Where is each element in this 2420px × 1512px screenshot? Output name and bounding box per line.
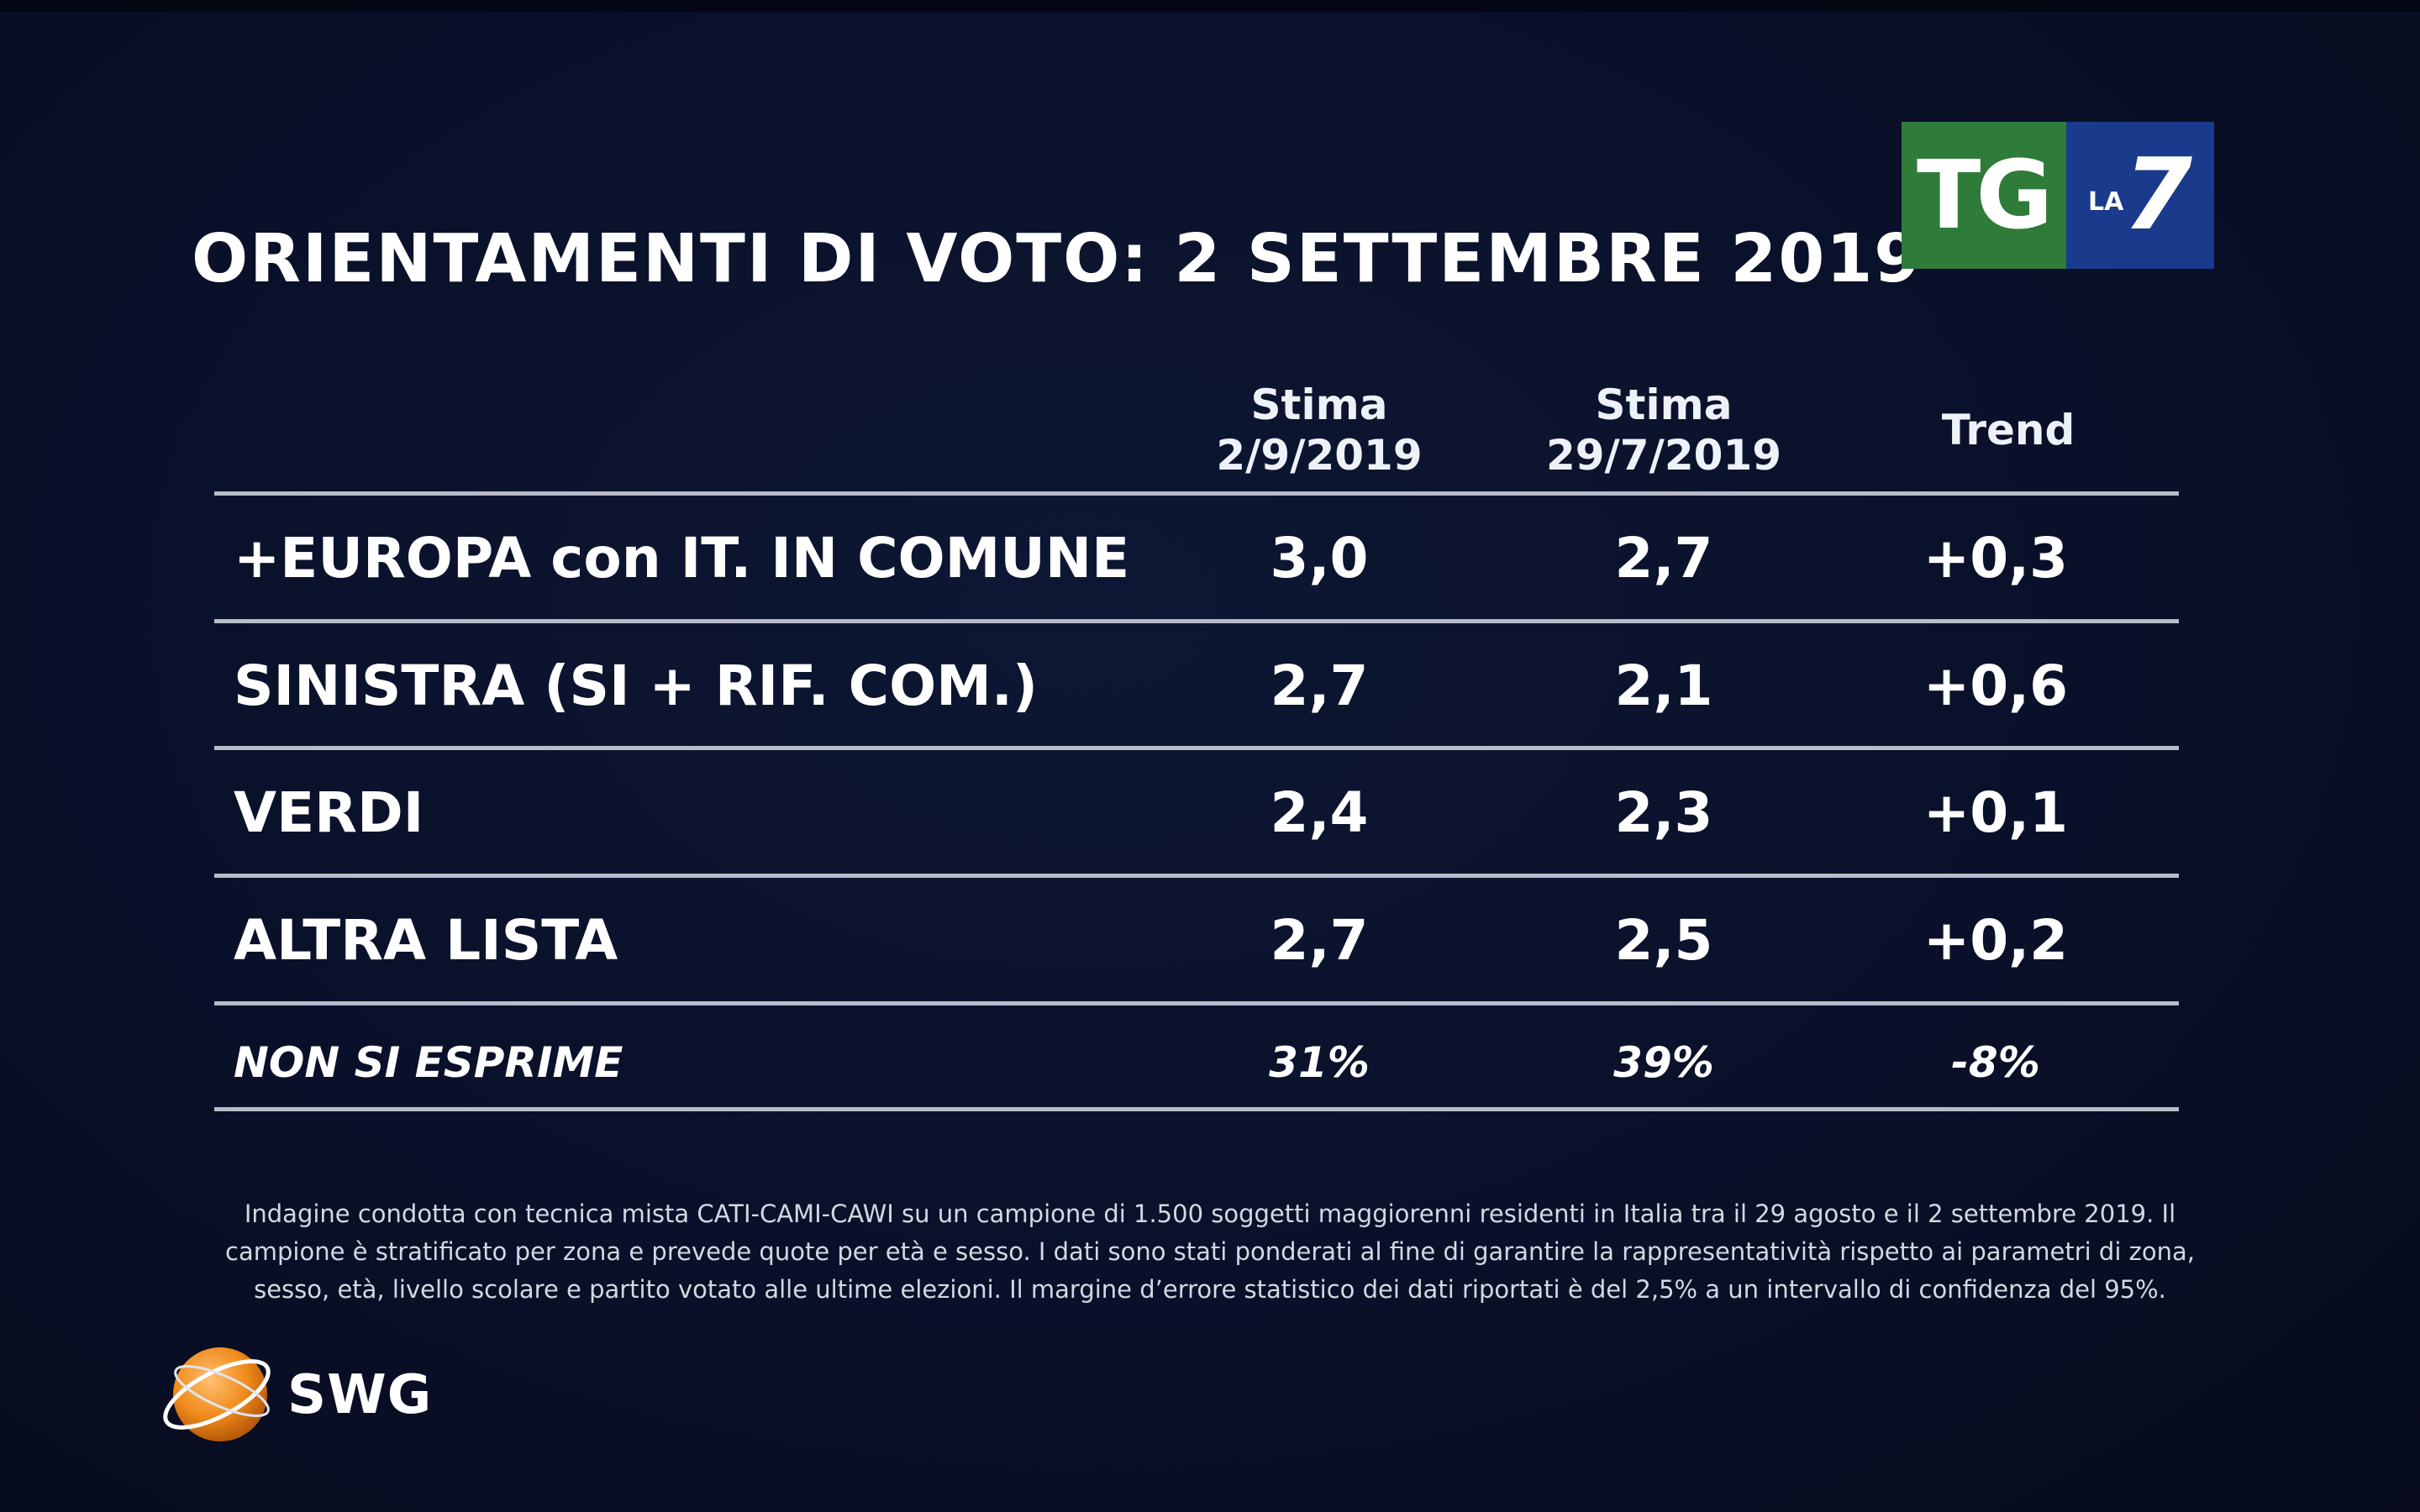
table-divider <box>214 1001 2179 1005</box>
tg-logo-text: TG <box>1917 141 2053 250</box>
table-row: SINISTRA (SI + RIF. COM.) 2,7 2,1 +0,6 <box>0 623 2420 749</box>
table-row: +EUROPA con IT. IN COMUNE 3,0 2,7 +0,3 <box>0 496 2420 622</box>
current-estimate: 2,4 <box>1270 780 1369 845</box>
table-divider <box>214 746 2179 750</box>
header-trend: Trend <box>1882 405 2134 455</box>
current-estimate: 2,7 <box>1270 908 1369 973</box>
tg-la7-logo: TG LA 7 <box>1902 122 2214 269</box>
top-border <box>0 0 2420 12</box>
header-current-line2: 2/9/2019 <box>1216 431 1423 480</box>
previous-estimate: 39% <box>1613 1038 1714 1087</box>
header-previous-line2: 29/7/2019 <box>1545 431 1782 480</box>
table-divider <box>214 619 2179 623</box>
trend-value: +0,3 <box>1923 526 2069 591</box>
table-divider <box>214 491 2179 496</box>
trend-value: +0,6 <box>1923 654 2069 718</box>
party-name: ALTRA LISTA <box>234 908 618 973</box>
table-row: ALTRA LISTA 2,7 2,5 +0,2 <box>0 878 2420 1004</box>
previous-estimate: 2,1 <box>1614 654 1713 718</box>
la-logo-text: LA <box>2088 187 2124 217</box>
header-previous-estimate: Stima 29/7/2019 <box>1538 380 1790 480</box>
globe-icon <box>163 1347 271 1441</box>
party-name: VERDI <box>234 780 424 845</box>
party-name: NON SI ESPRIME <box>234 1038 623 1087</box>
swg-logo-text: SWG <box>287 1364 433 1426</box>
page-title: ORIENTAMENTI DI VOTO: 2 SETTEMBRE 2019 <box>192 220 1923 297</box>
header-previous-line1: Stima <box>1595 381 1733 429</box>
table-row: VERDI 2,4 2,3 +0,1 <box>0 750 2420 876</box>
table-divider <box>214 1107 2179 1111</box>
previous-estimate: 2,7 <box>1614 526 1713 591</box>
current-estimate: 3,0 <box>1270 526 1369 591</box>
trend-value: -8% <box>1951 1038 2040 1087</box>
la7-logo-blue-block <box>2066 122 2214 269</box>
party-name: +EUROPA con IT. IN COMUNE <box>234 526 1130 591</box>
tg-logo-green-block: TG <box>1902 122 2066 269</box>
seven-logo-text: 7 <box>2123 136 2193 252</box>
previous-estimate: 2,5 <box>1614 908 1713 973</box>
methodology-footnote: Indagine condotta con tecnica mista CATI… <box>225 1200 2195 1304</box>
previous-estimate: 2,3 <box>1614 780 1713 845</box>
current-estimate: 2,7 <box>1270 654 1369 718</box>
header-trend-label: Trend <box>1941 406 2075 454</box>
trend-value: +0,1 <box>1923 780 2069 845</box>
trend-value: +0,2 <box>1923 908 2069 973</box>
table-divider <box>214 874 2179 878</box>
party-name: SINISTRA (SI + RIF. COM.) <box>234 654 1039 718</box>
header-current-estimate: Stima 2/9/2019 <box>1193 380 1445 480</box>
table-row-undecided: NON SI ESPRIME 31% 39% -8% <box>0 1005 2420 1111</box>
header-current-line1: Stima <box>1250 381 1388 429</box>
current-estimate: 31% <box>1269 1038 1370 1087</box>
swg-logo: SWG <box>161 1336 447 1453</box>
